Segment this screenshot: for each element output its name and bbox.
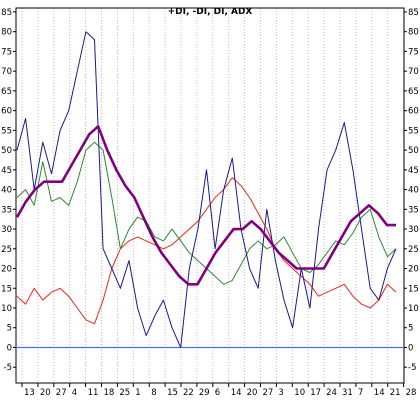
y-tick-label-right: -5	[408, 363, 416, 373]
x-tick-label: 24	[326, 388, 337, 398]
y-tick-label-left: 20	[1, 265, 12, 275]
y-axis-right: -5 0 5 10 15 20 25 30 35 40 45 50 55 60 65 70 75 80 85	[404, 8, 419, 373]
y-tick-label-right: 85	[408, 8, 419, 18]
plot-area	[15, 7, 405, 384]
y-tick-label-right: 75	[408, 47, 419, 57]
y-tick-label-right: 25	[408, 245, 419, 255]
x-tick-label: 29	[199, 388, 210, 398]
x-tick-label: 1	[135, 388, 140, 398]
y-tick-label-left: 45	[1, 166, 12, 176]
y-tick-label-right: 80	[408, 28, 419, 38]
y-tick-label-left: 10	[1, 304, 12, 314]
series-line-di	[16, 177, 397, 325]
y-tick-label-left: 70	[1, 67, 12, 77]
y-tick-label-left: 40	[1, 186, 12, 196]
x-tick-label: 18	[104, 388, 115, 398]
x-axis: 13 20 27 4 11 18 25 1 8 15 22 29 6 14 20 27 3 10 17 24 31 7 14…	[21, 383, 417, 398]
y-tick-label-left: 85	[1, 8, 12, 18]
y-tick-label-left: 25	[1, 245, 12, 255]
y-tick-label-left: 50	[1, 146, 12, 156]
x-tick-label: 7	[358, 388, 363, 398]
y-tick-label-left: 80	[1, 28, 12, 38]
x-tick-label: 25	[119, 388, 130, 398]
y-tick-label-left: -5	[4, 363, 12, 373]
y-tick-label-right: 35	[408, 205, 419, 215]
y-tick-label-right: 50	[408, 146, 419, 156]
grid	[21, 8, 405, 383]
x-tick-label: 20	[40, 388, 51, 398]
y-tick-label-right: 40	[408, 186, 419, 196]
x-tick-label: 22	[183, 388, 194, 398]
x-tick-label: 4	[72, 388, 77, 398]
x-tick-label: 14	[374, 388, 385, 398]
y-tick-label-left: 35	[1, 205, 12, 215]
x-tick-label: 8	[151, 388, 156, 398]
y-tick-label-right: 65	[408, 87, 419, 97]
y-tick-label-right: 20	[408, 265, 419, 275]
y-tick-label-left: 60	[1, 107, 12, 117]
x-tick-label: 31	[342, 388, 353, 398]
x-tick-label: 17	[310, 388, 321, 398]
chart-title: +DI, -DI, DI, ADX	[168, 7, 253, 17]
x-tick-label: 6	[215, 388, 220, 398]
series-line-di	[16, 31, 397, 348]
x-tick-label: 27	[263, 388, 274, 398]
y-tick-label-right: 5	[408, 324, 413, 334]
y-tick-label-right: 55	[408, 126, 419, 136]
y-tick-label-right: 30	[408, 225, 419, 235]
y-tick-label-left: 75	[1, 47, 12, 57]
y-tick-label-left: 65	[1, 87, 12, 97]
y-tick-label-right: 10	[408, 304, 419, 314]
y-tick-label-left: 0	[7, 343, 12, 353]
x-tick-label: 15	[167, 388, 178, 398]
y-tick-label-left: 15	[1, 284, 12, 294]
y-tick-label-right: 60	[408, 107, 419, 117]
y-tick-label-left: 5	[7, 324, 12, 334]
x-tick-label: 27	[56, 388, 67, 398]
y-tick-label-right: 45	[408, 166, 419, 176]
y-tick-label-right: 70	[408, 67, 419, 77]
x-tick-label: 14	[231, 388, 242, 398]
y-tick-label-left: 30	[1, 225, 12, 235]
x-tick-label: 13	[24, 388, 35, 398]
x-tick-label: 3	[278, 388, 283, 398]
x-tick-label: 28	[406, 388, 417, 398]
x-tick-label: 20	[247, 388, 258, 398]
y-tick-label-right: 15	[408, 284, 419, 294]
series-line-adx	[15, 125, 396, 286]
y-tick-label-left: 55	[1, 126, 12, 136]
x-tick-label: 21	[390, 388, 401, 398]
plot-border	[15, 7, 405, 384]
x-tick-label: 11	[88, 388, 99, 398]
y-tick-label-right: 0	[408, 343, 413, 353]
x-tick-label: 10	[294, 388, 305, 398]
